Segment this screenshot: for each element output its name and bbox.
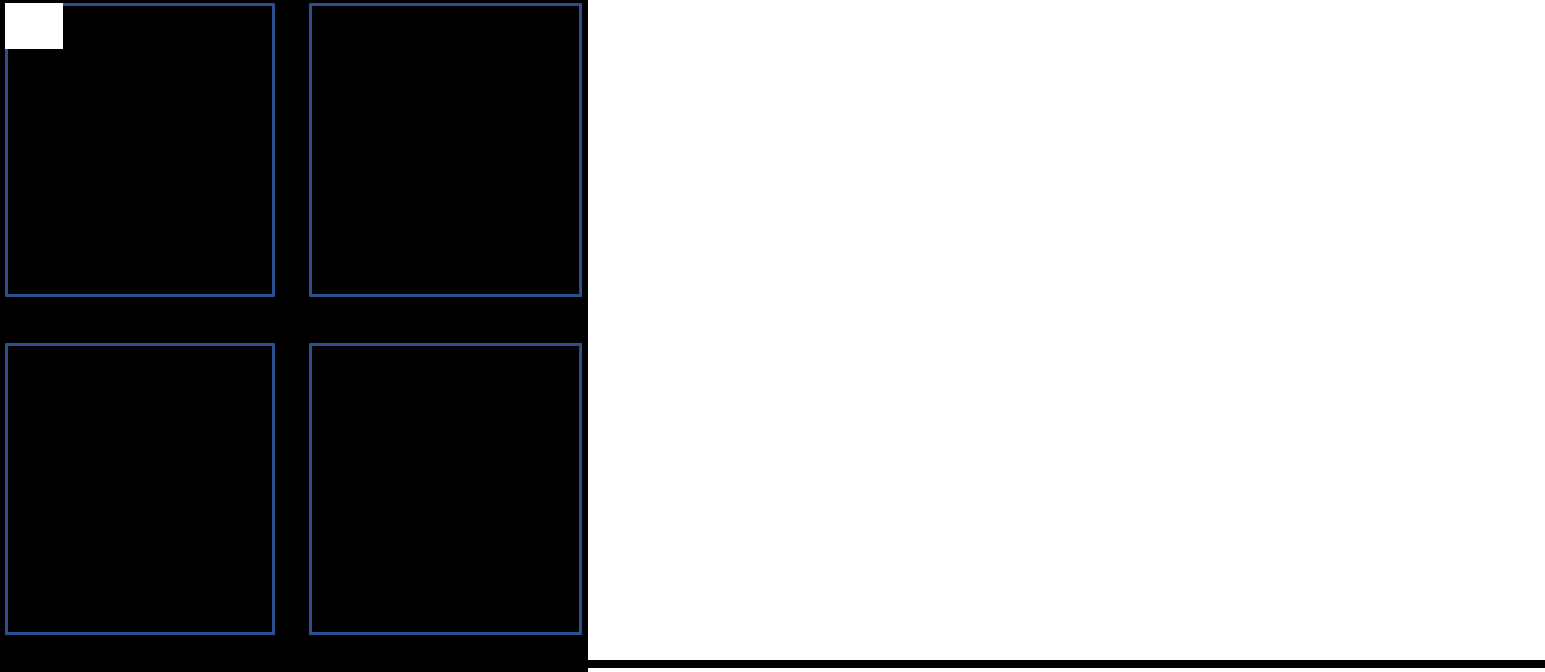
chart-N4 xyxy=(589,336,1062,670)
stack-multilayer-4nm xyxy=(309,3,582,297)
panel-b-background xyxy=(588,0,1545,672)
chart-N8 xyxy=(1072,336,1545,670)
panel-b-bottom-border xyxy=(588,660,1545,668)
chart-N2 xyxy=(1072,0,1545,334)
stack-multilayer-2nm xyxy=(5,343,275,635)
chart-N1 xyxy=(589,0,1062,334)
stack-multilayer-1nm xyxy=(309,343,582,635)
stack-bilayer-8nm xyxy=(5,3,275,297)
panel-a-label-box xyxy=(5,3,63,49)
